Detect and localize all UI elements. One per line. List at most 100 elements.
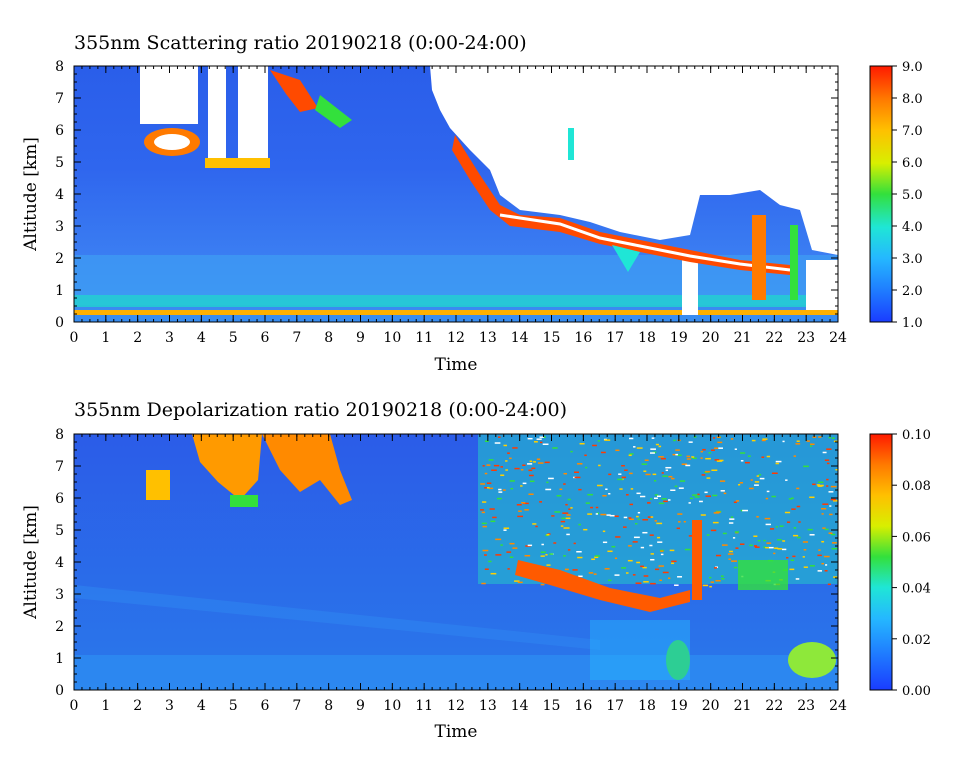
speckle: [559, 488, 563, 491]
speckle: [753, 535, 758, 537]
speckle: [763, 546, 766, 548]
speckle: [578, 523, 581, 526]
speckle: [651, 437, 655, 439]
speckle: [585, 466, 588, 469]
speckle: [675, 449, 680, 451]
cloud-feature: [315, 95, 352, 128]
y-tick-label: 6: [55, 123, 64, 139]
speckle: [503, 444, 507, 447]
axis-ticks: 0 1 2 3 4 5 6 7 8 9 10 11 12 13 14 15 16 17 18 19 20 21 22 23 24…: [55, 427, 847, 714]
speckle: [719, 480, 726, 482]
speckle: [514, 580, 520, 582]
speckle: [587, 513, 593, 515]
y-tick-label: 4: [55, 187, 64, 203]
colorbar-tick-label: 5.0: [902, 188, 923, 203]
y-tick-label: 1: [55, 283, 64, 299]
speckle: [716, 460, 723, 462]
speckle: [633, 536, 640, 539]
speckle: [482, 501, 487, 503]
x-tick-label: 17: [606, 330, 624, 346]
x-tick-label: 16: [574, 698, 592, 714]
speckle: [521, 502, 526, 504]
speckle: [795, 578, 800, 580]
y-axis-label: Altitude [km]: [21, 505, 41, 620]
speckle: [618, 473, 622, 475]
speckle: [545, 488, 552, 491]
speckle: [723, 492, 727, 495]
y-tick-label: 3: [55, 587, 64, 603]
x-tick-label: 24: [829, 698, 847, 714]
axis-ticks: 0 1 2 3 4 5 6 7 8 9 10 11 12 13 14 15 16 17 18 19 20 21 22 23 24…: [55, 59, 847, 346]
no-data-region: [238, 66, 268, 162]
speckle: [700, 457, 703, 459]
speckle: [615, 536, 621, 538]
speckle: [828, 491, 834, 493]
speckle: [545, 554, 548, 556]
aerosol-plume: [590, 620, 690, 680]
speckle: [832, 500, 838, 502]
speckle: [574, 471, 579, 474]
aerosol-layer: [74, 585, 600, 650]
speckle: [543, 436, 546, 438]
speckle: [481, 582, 486, 585]
speckle: [591, 558, 596, 561]
speckle: [731, 560, 737, 562]
speckle: [700, 514, 706, 516]
speckle: [520, 485, 523, 487]
speckle: [635, 582, 642, 584]
speckle: [793, 527, 797, 529]
x-tick-label: 2: [133, 330, 142, 346]
speckle: [540, 441, 543, 444]
x-tick-label: 18: [638, 330, 656, 346]
speckle: [766, 490, 770, 493]
colorbar-ticks: 0.00 0.02 0.04 0.06 0.08 0.10: [892, 428, 931, 699]
speckle: [782, 440, 785, 443]
speckle: [624, 469, 628, 471]
speckle: [830, 533, 836, 536]
speckle: [502, 489, 506, 491]
speckle: [740, 460, 744, 462]
speckle: [701, 474, 706, 476]
speckle: [546, 564, 551, 566]
speckle: [706, 477, 711, 479]
speckle: [769, 528, 775, 530]
speckle: [488, 560, 492, 563]
speckle: [660, 553, 664, 556]
ice-cloud: [738, 560, 788, 590]
colorbar-tick-label: 0.10: [902, 428, 931, 443]
ice-cloud: [230, 495, 258, 507]
speckle: [625, 494, 629, 496]
speckle: [533, 441, 538, 443]
speckle: [710, 529, 717, 532]
speckle: [688, 535, 693, 537]
speckle: [647, 516, 653, 518]
speckle: [658, 565, 665, 567]
y-axis-label: Altitude [km]: [21, 137, 41, 252]
x-tick-label: 15: [543, 330, 561, 346]
speckle: [721, 544, 728, 546]
x-tick-label: 2: [133, 698, 142, 714]
y-tick-label: 4: [55, 555, 64, 571]
speckle: [756, 516, 759, 518]
speckle: [674, 584, 679, 586]
speckle: [669, 549, 675, 552]
speckle: [488, 459, 494, 461]
speckle: [822, 527, 826, 529]
speckle: [570, 450, 573, 453]
speckle: [527, 544, 533, 547]
x-tick-label: 7: [292, 330, 301, 346]
speckle: [506, 551, 512, 553]
speckle: [491, 469, 497, 471]
speckle: [484, 487, 489, 489]
speckle: [498, 436, 501, 438]
speckle: [768, 546, 774, 549]
speckle: [704, 491, 708, 494]
cloud-fall-streak: [612, 245, 640, 272]
speckle: [598, 464, 601, 467]
speckle: [500, 544, 503, 546]
speckle: [686, 455, 691, 458]
speckle: [642, 566, 647, 569]
speckle: [628, 454, 632, 457]
y-tick-label: 0: [55, 683, 64, 699]
